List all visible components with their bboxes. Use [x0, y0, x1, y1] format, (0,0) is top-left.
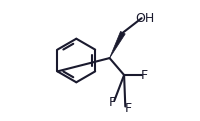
Text: F: F	[140, 68, 147, 82]
Text: OH: OH	[134, 12, 154, 25]
Text: F: F	[108, 96, 115, 109]
Text: F: F	[124, 102, 131, 115]
Polygon shape	[109, 31, 125, 58]
